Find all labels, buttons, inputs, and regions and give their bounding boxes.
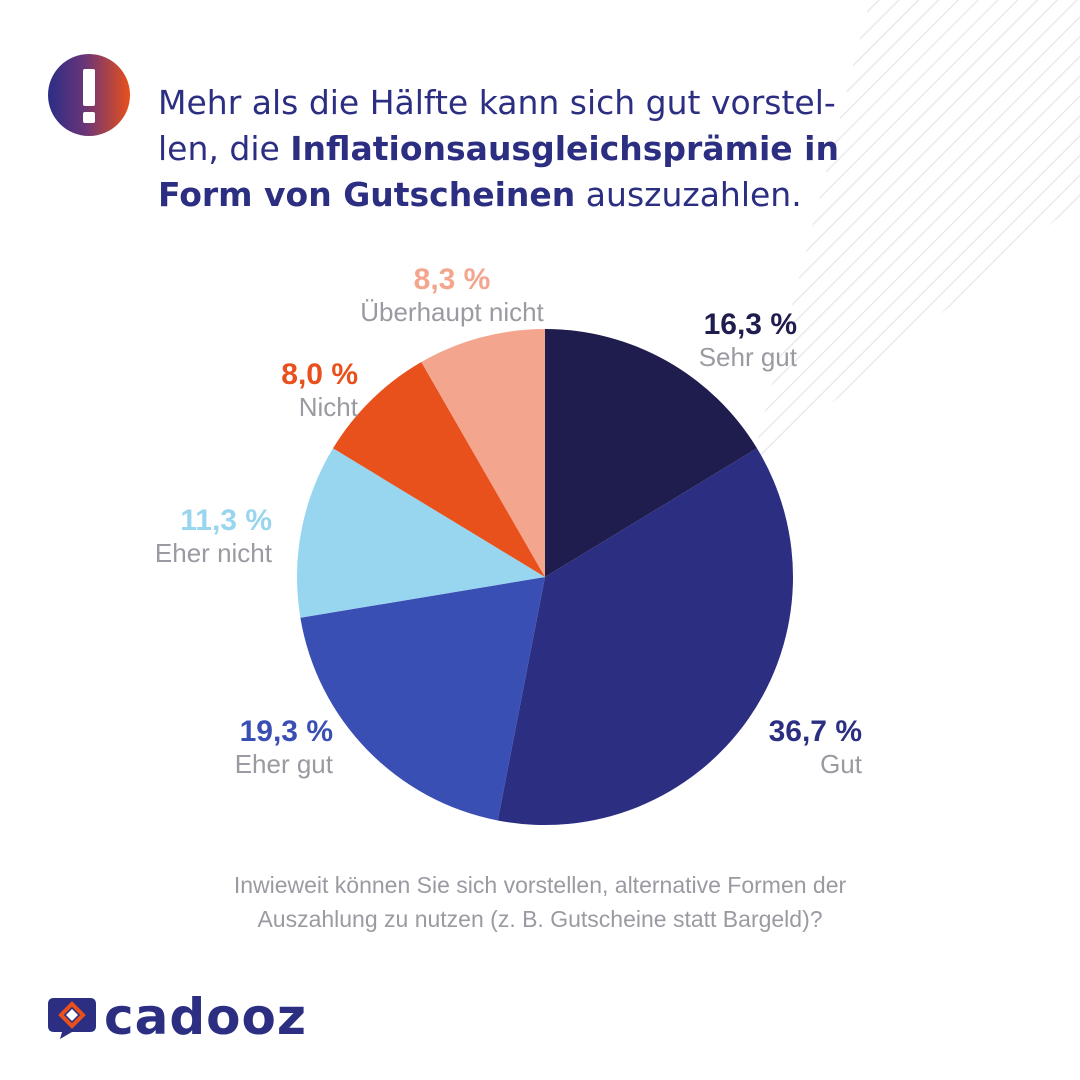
slice-category-label: Nicht <box>299 392 359 422</box>
cadooz-logo-icon <box>48 998 96 1039</box>
pie-chart: 16,3 %Sehr gut 36,7 %Gut 19,3 %Eher gut 11,… <box>155 263 863 825</box>
question-line1: Inwieweit können Sie sich vorstellen, al… <box>233 872 847 898</box>
alert-badge <box>48 54 130 136</box>
diagonal-hatch-decoration <box>750 0 1080 470</box>
pie-slice-gut <box>497 448 794 825</box>
question-line2: Auszahlung zu nutzen (z. B. Gutscheine s… <box>257 906 823 932</box>
headline-line2: len, die <box>158 129 291 168</box>
exclamation-icon <box>83 69 95 123</box>
pie-slices <box>297 329 794 825</box>
pie-slice-sehr-gut <box>545 329 757 577</box>
pie-slice-eher-nicht <box>297 448 545 618</box>
headline-bold: Inflationsausgleichsprämie in Form von G… <box>158 129 839 214</box>
headline: Mehr als die Hälfte kann sich gut vorste… <box>158 80 938 218</box>
pie-slice-nicht <box>333 362 545 577</box>
slice-value-label: 36,7 % <box>769 715 862 748</box>
slice-category-label: Gut <box>820 749 863 779</box>
slice-value-label: 11,3 % <box>180 504 272 537</box>
slice-category-label: Sehr gut <box>699 342 798 372</box>
slice-value-label: 8,3 % <box>414 263 491 296</box>
slice-category-label: Eher gut <box>235 749 334 779</box>
slice-category-label: Überhaupt nicht <box>360 297 544 327</box>
headline-end: auszuzahlen. <box>575 175 802 214</box>
slice-value-label: 8,0 % <box>281 358 358 391</box>
slice-value-label: 16,3 % <box>704 308 797 341</box>
brand-name: cadooz <box>104 988 307 1046</box>
pie-slice-überhaupt-nicht <box>421 329 545 577</box>
pie-slice-eher-gut <box>300 577 545 821</box>
pie-labels: 16,3 %Sehr gut 36,7 %Gut 19,3 %Eher gut 11,… <box>155 263 863 779</box>
slice-value-label: 19,3 % <box>240 715 333 748</box>
headline-line1: Mehr als die Hälfte kann sich gut vorste… <box>158 83 836 122</box>
survey-question: Inwieweit können Sie sich vorstellen, al… <box>140 868 940 936</box>
slice-category-label: Eher nicht <box>155 538 273 568</box>
